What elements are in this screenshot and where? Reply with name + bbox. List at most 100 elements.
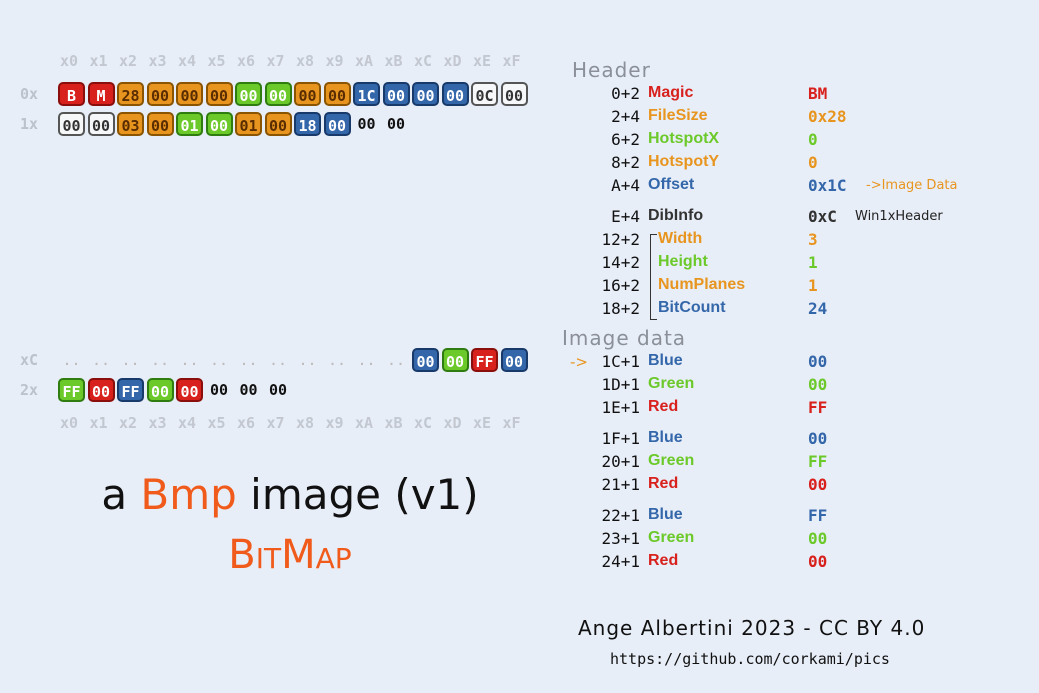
field-value: 3 [808,230,818,249]
field-offset: 22+1 [601,506,640,525]
field-offset: 18+2 [601,299,640,318]
field-value: 0x1C [808,176,847,195]
credit-author: Ange Albertini 2023 - CC BY 4.0 [578,616,926,640]
field-value: 0xC [808,207,837,226]
column-header: xA [355,52,374,70]
hex-byte: 00 [146,82,174,106]
column-header: x2 [119,52,138,70]
hex-byte: 00 [441,348,469,372]
hex-byte: 00 [323,112,351,136]
field-value: 0x28 [808,107,847,126]
diagram-title: a Bmp image (v1) [40,470,540,519]
image-section-title: Image data [562,326,687,350]
field-name: Red [648,398,679,415]
field-name: NumPlanes [658,276,746,293]
field-offset: 1D+1 [601,375,640,394]
hex-byte: 00 [209,381,229,399]
field-offset: 0+2 [611,84,640,103]
hex-row-0x: 0x B M 28 00 00 00 00 00 00 00 1C 00 00 00 0C 00 [20,82,540,108]
field-value: FF [808,398,828,417]
hex-byte: 00 [205,82,233,106]
hex-byte: .. [209,351,229,369]
column-header: xF [502,52,521,70]
column-header: x1 [89,414,108,432]
hex-byte: FF [58,378,85,402]
column-header: xB [384,414,403,432]
image-fields: 1C+1 -> Blue 00 1D+1 Green 00 1E+1 Red FF 1F+1 Blue… [550,352,1030,582]
field-name: BitCount [658,299,726,316]
hex-byte: 00 [386,115,406,133]
hex-byte: 00 [294,82,321,106]
column-header: x9 [325,52,344,70]
hex-byte: .. [91,351,111,369]
column-header: x7 [266,52,285,70]
column-header: xB [384,52,403,70]
field-offset: 1C+1 [601,352,640,371]
hex-byte: 00 [146,112,174,136]
hex-byte: 00 [87,378,115,402]
hex-byte: 01 [235,112,262,136]
hex-byte: 1C [353,82,380,106]
hex-byte: 00 [500,82,528,106]
header-fields: 0+2 Magic BM 2+4 FileSize 0x28 6+2 HotspotX 0 8+2… [550,84,1030,324]
header-section-title: Header [572,58,651,82]
field-name: DibInfo [648,207,704,224]
column-header: x1 [89,52,108,70]
hex-byte: .. [357,351,376,369]
column-header: x7 [266,414,285,432]
hex-byte: 00 [176,378,203,402]
field-offset: 24+1 [601,552,640,571]
row-label: 1x [20,115,39,133]
diagram-subtitle: BITMAP [40,532,540,578]
column-header: x4 [178,414,197,432]
column-header: xD [443,414,462,432]
hex-byte: .. [268,351,288,369]
hex-byte: 00 [323,82,351,106]
field-value: 00 [808,352,828,371]
field-name: Blue [648,352,683,369]
column-header: x5 [207,52,226,70]
field-name: Offset [648,176,695,193]
hex-byte: 00 [146,378,174,402]
field-value: 00 [808,429,828,448]
field-offset: 6+2 [611,130,640,149]
field-note: Win1xHeader [855,209,943,224]
hex-byte: 00 [382,82,410,106]
column-header: xE [473,414,492,432]
hex-byte: M [87,82,115,106]
field-offset: 23+1 [601,529,640,548]
field-name: Green [648,452,695,469]
field-name: Green [648,529,695,546]
field-name: Blue [648,506,683,523]
field-value: FF [808,506,828,525]
title-pre: a [101,470,141,519]
field-name: Height [658,253,708,270]
column-header: xC [414,414,433,432]
field-value: BM [808,84,828,103]
field-value: 00 [808,375,828,394]
field-offset: 8+2 [611,153,640,172]
field-name: HotspotX [648,130,720,147]
field-offset: 16+2 [601,276,640,295]
subtitle-ap: AP [315,542,352,575]
column-header: x6 [237,414,256,432]
field-offset: 12+2 [601,230,640,249]
hex-byte: 00 [268,381,288,399]
hex-row-xC: xC........................ 00 00 FF 00 [20,348,540,374]
row-label: xC [20,351,39,369]
hex-byte: 00 [500,348,528,372]
hex-byte: .. [121,351,140,369]
hex-byte: .. [180,351,199,369]
hex-row-1x: 1x 00 00 03 00 01 00 01 00 18 00 00 00 [20,112,540,138]
field-name: HotspotY [648,153,720,170]
credit-url[interactable]: https://github.com/corkami/pics [610,650,890,668]
hex-byte: 00 [239,381,258,399]
column-header: x3 [148,414,167,432]
field-offset: 14+2 [601,253,640,272]
hex-byte: FF [117,378,144,402]
field-value: 00 [808,475,828,494]
column-header: x9 [325,414,344,432]
hex-byte: 00 [412,82,439,106]
field-offset: A+4 [611,176,640,195]
hex-byte: 00 [235,82,262,106]
